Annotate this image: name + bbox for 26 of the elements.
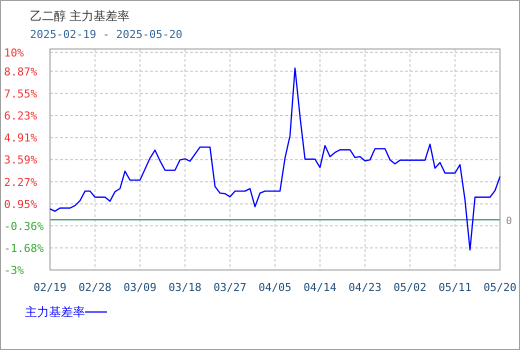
y-tick-label: 0.95%	[4, 198, 38, 211]
y-tick-label: 2.27%	[4, 176, 38, 189]
y-tick-label: 3.59%	[4, 154, 38, 167]
x-tick-label: 05/20	[483, 281, 517, 294]
x-tick-label: 05/11	[438, 281, 472, 294]
x-tick-label: 04/23	[348, 281, 382, 294]
x-tick-label: 03/18	[168, 281, 202, 294]
y-tick-label: 7.55%	[4, 87, 38, 100]
x-tick-label: 05/02	[393, 281, 427, 294]
x-tick-label: 03/09	[123, 281, 157, 294]
y-tick-label: -0.36%	[4, 220, 44, 233]
y-tick-label: 8.87%	[4, 65, 38, 78]
ref-line-label: 0	[506, 216, 512, 227]
y-tick-label: 10%	[4, 46, 24, 60]
y-tick-label: 6.23%	[4, 109, 38, 122]
x-tick-label: 02/19	[33, 281, 67, 294]
chart-title: 乙二醇 主力基差率	[30, 9, 130, 23]
y-tick-label: 4.91%	[4, 132, 38, 145]
x-tick-label: 02/28	[78, 281, 112, 294]
y-tick-label: -1.68%	[4, 242, 44, 255]
y-tick-label: -3%	[4, 264, 24, 277]
x-tick-label: 04/14	[303, 281, 337, 294]
x-tick-label: 04/05	[258, 281, 292, 294]
chart-subtitle: 2025-02-19 - 2025-05-20	[30, 28, 182, 41]
x-tick-label: 03/27	[213, 281, 247, 294]
legend-label: 主力基差率	[25, 305, 85, 319]
